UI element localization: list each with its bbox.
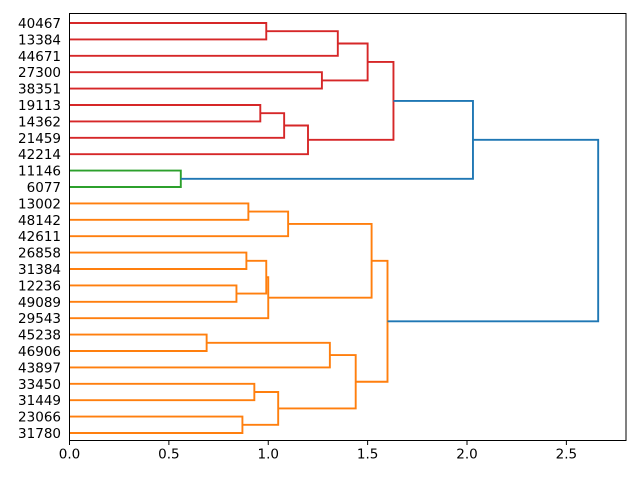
x-tick-label: 0.0 bbox=[59, 447, 80, 463]
leaf-label: 19113 bbox=[18, 98, 61, 114]
leaf-label: 45238 bbox=[18, 328, 61, 344]
leaf-label: 11146 bbox=[18, 164, 61, 180]
x-tick-label: 2.0 bbox=[456, 447, 477, 463]
x-tick-label: 0.5 bbox=[158, 447, 179, 463]
leaf-label: 38351 bbox=[18, 82, 61, 98]
dendrogram-link bbox=[69, 341, 331, 369]
leaf-label: 31449 bbox=[18, 393, 61, 409]
dendrogram-link bbox=[69, 104, 262, 123]
leaf-label: 33450 bbox=[18, 377, 61, 393]
dendrogram-link bbox=[69, 124, 309, 156]
leaf-label: 46906 bbox=[18, 344, 61, 360]
leaf-label: 43897 bbox=[18, 360, 61, 376]
leaf-label: 44671 bbox=[18, 49, 61, 65]
dendrogram-link bbox=[242, 391, 280, 426]
leaf-label: 13384 bbox=[18, 32, 61, 48]
x-tick-label: 1.0 bbox=[258, 447, 279, 463]
dendrogram-link bbox=[387, 138, 600, 323]
dendrogram-link bbox=[69, 251, 248, 270]
leaf-label: 31780 bbox=[18, 426, 61, 442]
x-axis: 0.0 0.5 1.0 1.5 2.0 2.5 bbox=[59, 440, 577, 463]
dendrogram-link bbox=[69, 276, 270, 320]
leaf-label: 48142 bbox=[18, 213, 61, 229]
leaf-label: 31384 bbox=[18, 262, 61, 278]
dendrogram-link bbox=[268, 222, 373, 299]
dendrogram-link bbox=[69, 169, 182, 188]
leaf-label: 23066 bbox=[18, 410, 61, 426]
dendrogram-link bbox=[69, 284, 238, 303]
leaf-label: 21459 bbox=[18, 131, 61, 147]
dendrogram-link bbox=[69, 71, 323, 90]
leaf-label: 13002 bbox=[18, 196, 61, 212]
dendrogram-link bbox=[69, 202, 250, 221]
dendrogram-link bbox=[69, 22, 268, 41]
leaf-label: 42214 bbox=[18, 147, 61, 163]
dendrogram-link bbox=[278, 354, 357, 410]
leaf-label: 29543 bbox=[18, 311, 61, 327]
dendrogram-link bbox=[236, 259, 268, 295]
dendrogram-link bbox=[69, 333, 208, 352]
dendrogram-link bbox=[69, 112, 286, 139]
leaf-label: 49089 bbox=[18, 295, 61, 311]
dendrogram-link bbox=[69, 210, 290, 238]
dendrogram-link bbox=[308, 61, 395, 141]
y-axis-labels: 4046713384446712730038351191131436221459… bbox=[18, 16, 61, 442]
dendrogram-link bbox=[69, 30, 339, 57]
dendrogram-link bbox=[69, 382, 256, 402]
plot-frame bbox=[69, 13, 627, 441]
x-tick-label: 1.5 bbox=[357, 447, 378, 463]
leaf-label: 26858 bbox=[18, 246, 61, 262]
dendrogram-link bbox=[180, 99, 474, 180]
dendrogram-links bbox=[69, 22, 600, 434]
dendrogram-link bbox=[69, 415, 244, 434]
leaf-label: 6077 bbox=[27, 180, 61, 196]
x-tick-label: 2.5 bbox=[556, 447, 577, 463]
leaf-label: 42611 bbox=[18, 229, 61, 245]
plot-frame-group bbox=[69, 13, 627, 441]
leaf-label: 27300 bbox=[18, 65, 61, 81]
dendrogram-link bbox=[321, 42, 369, 82]
leaf-label: 14362 bbox=[18, 114, 61, 130]
leaf-label: 40467 bbox=[18, 16, 61, 32]
leaf-label: 12236 bbox=[18, 278, 61, 294]
